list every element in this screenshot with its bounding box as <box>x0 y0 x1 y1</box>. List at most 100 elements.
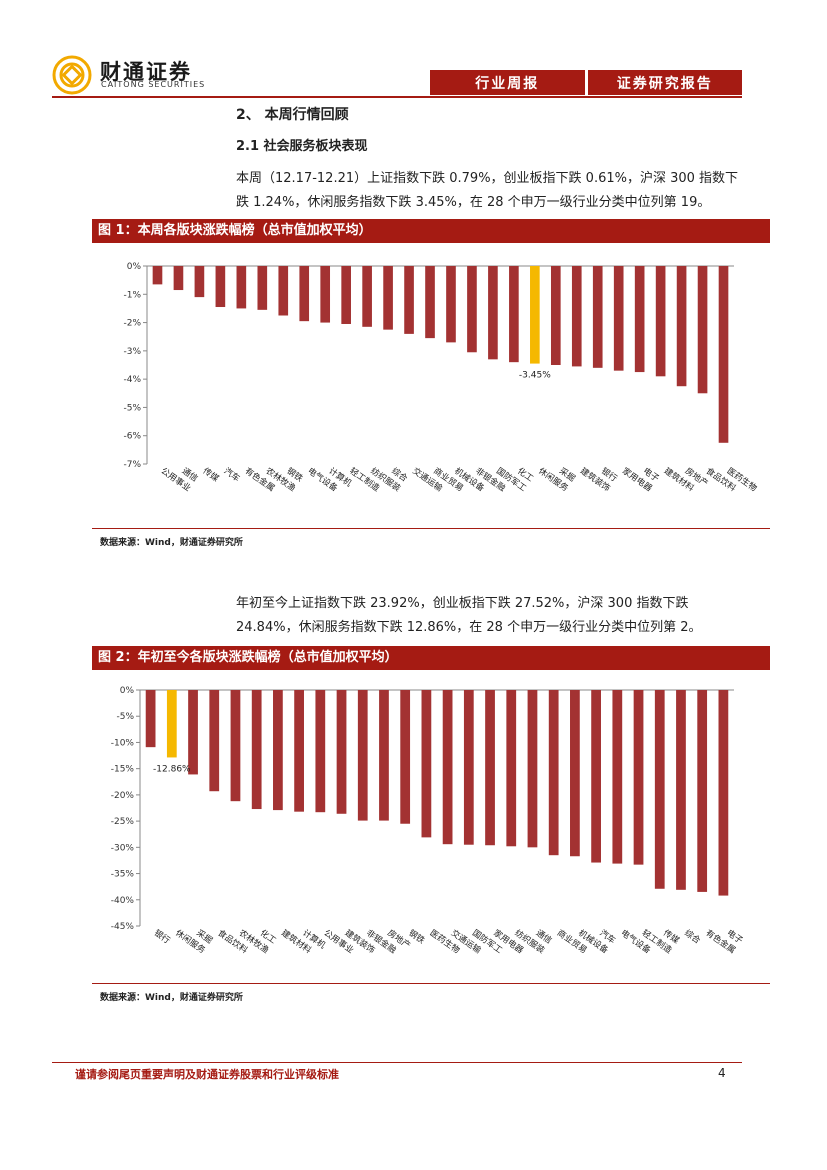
bar <box>633 690 644 865</box>
figure1-title: 图 1：本周各版块涨跌幅榜（总市值加权平均） <box>92 219 770 243</box>
y-tick-label: -3% <box>123 347 141 357</box>
bar <box>634 266 645 373</box>
bar <box>592 266 603 368</box>
bar <box>442 690 453 845</box>
header-tabs: 行业周报 证券研究报告 <box>430 70 742 95</box>
figure2-source-divider <box>92 983 770 984</box>
y-tick-label: -7% <box>123 460 141 470</box>
bar <box>718 266 729 443</box>
y-tick-label: -20% <box>111 791 135 801</box>
bar <box>400 690 411 824</box>
figure1-source-divider <box>92 528 770 529</box>
highlight-bar <box>530 266 540 364</box>
bar <box>591 690 601 863</box>
bar <box>571 266 582 367</box>
bar <box>421 690 432 838</box>
bar <box>509 266 519 363</box>
bar <box>655 266 666 377</box>
figure2-source: 数据来源：Wind，财通证券研究所 <box>100 993 243 1003</box>
bar <box>209 690 220 792</box>
bar <box>357 690 368 821</box>
bar <box>467 266 477 353</box>
section-heading: 2、 本周行情回顾 <box>236 107 349 123</box>
bar <box>152 266 163 285</box>
y-tick-label: -25% <box>111 817 135 827</box>
bar <box>294 690 304 812</box>
bar <box>320 266 331 323</box>
y-tick-label: -2% <box>123 319 141 329</box>
bar <box>570 690 580 857</box>
bar <box>613 266 624 371</box>
y-tick-label: -15% <box>111 765 135 775</box>
bar <box>299 266 310 322</box>
bar <box>718 690 729 896</box>
footer-divider <box>52 1062 742 1063</box>
weekly-summary-paragraph: 本周（12.17-12.21）上证指数下跌 0.79%，创业板指下跌 0.61%… <box>236 171 739 210</box>
bar <box>654 690 665 889</box>
bar <box>550 266 561 365</box>
bar <box>230 690 241 802</box>
bar <box>506 690 517 847</box>
category-label: 综合 <box>682 927 703 946</box>
y-tick-label: -45% <box>111 922 135 932</box>
header-divider <box>52 96 742 98</box>
bar <box>676 266 687 387</box>
subsection-heading: 2.1 社会服务板块表现 <box>236 139 368 154</box>
footer-disclaimer: 谨请参阅尾页重要声明及财通证券股票和行业评级标准 <box>75 1068 339 1081</box>
y-tick-label: -4% <box>123 375 141 385</box>
y-tick-label: -35% <box>111 870 135 880</box>
category-label: 传媒 <box>201 465 222 484</box>
y-tick-label: -10% <box>111 738 135 748</box>
page-number: 4 <box>718 1066 726 1080</box>
bar <box>697 690 708 892</box>
bar <box>463 690 474 845</box>
bar <box>336 690 347 814</box>
category-label: 汽车 <box>222 465 242 484</box>
bar <box>362 266 372 327</box>
y-tick-label: -1% <box>123 290 141 300</box>
bar <box>383 266 393 330</box>
bar <box>676 690 686 890</box>
bar <box>548 690 559 856</box>
y-tick-label: -5% <box>116 712 134 722</box>
bar <box>697 266 708 394</box>
highlight-annotation: -3.45% <box>519 371 551 381</box>
bar <box>527 690 538 848</box>
bar <box>425 266 435 339</box>
bar <box>341 266 351 324</box>
caitong-logo-icon <box>52 55 92 95</box>
highlight-bar <box>166 690 177 758</box>
bar <box>404 266 414 334</box>
header-tab-report-type: 证券研究报告 <box>587 70 742 95</box>
bar <box>485 690 495 846</box>
header-tab-weekly: 行业周报 <box>430 70 585 95</box>
figure2-bar-chart: 0%-5%-10%-15%-20%-25%-30%-35%-40%-45%银行休… <box>111 686 746 956</box>
bar <box>612 690 623 864</box>
bar <box>188 690 198 775</box>
highlight-annotation: -12.86% <box>153 764 191 774</box>
bar <box>273 690 283 811</box>
category-label: 银行 <box>152 927 173 946</box>
bar <box>173 266 184 291</box>
y-tick-label: -6% <box>123 432 141 442</box>
y-tick-label: 0% <box>120 686 135 696</box>
bar <box>446 266 456 343</box>
bar <box>488 266 498 360</box>
bar <box>236 266 247 309</box>
logo-english-name: CAITONG SECURITIES <box>101 80 206 89</box>
bar <box>194 266 205 298</box>
bar <box>257 266 268 310</box>
bar <box>251 690 262 810</box>
y-tick-label: -40% <box>111 896 135 906</box>
bar <box>215 266 226 308</box>
y-tick-label: -30% <box>111 843 135 853</box>
figure2-title: 图 2：年初至今各版块涨跌幅榜（总市值加权平均） <box>92 646 770 670</box>
ytd-summary-paragraph: 年初至今上证指数下跌 23.92%，创业板指下跌 27.52%，沪深 300 指… <box>236 596 702 635</box>
bar <box>315 690 326 813</box>
bar <box>379 690 389 821</box>
figure1-source: 数据来源：Wind，财通证券研究所 <box>100 538 243 548</box>
y-tick-label: 0% <box>127 262 142 272</box>
logo-chinese-name: 财通证券 <box>100 60 192 84</box>
y-tick-label: -5% <box>123 403 141 413</box>
